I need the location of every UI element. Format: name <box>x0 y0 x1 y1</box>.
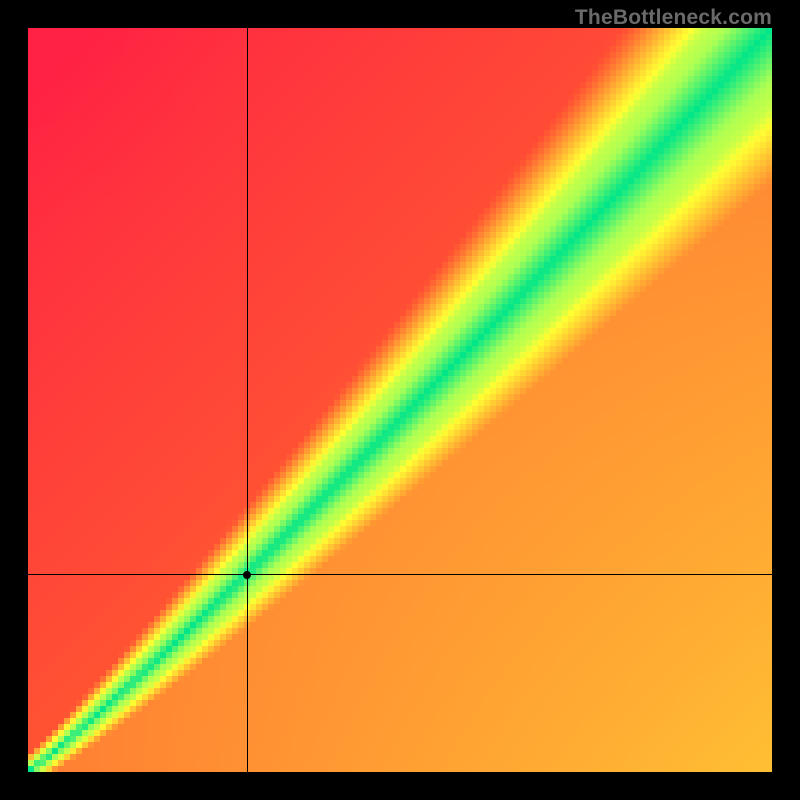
chart-container: TheBottleneck.com <box>0 0 800 800</box>
bottleneck-heatmap <box>28 28 772 772</box>
watermark-text: TheBottleneck.com <box>575 6 772 30</box>
